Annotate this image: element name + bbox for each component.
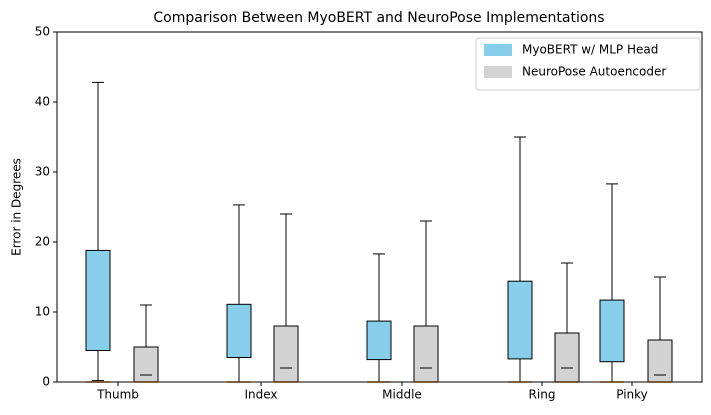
box [85, 249, 111, 351]
x-tick-label: Ring [529, 388, 556, 402]
legend-swatch [484, 44, 512, 56]
y-tick-label: 20 [35, 235, 50, 249]
legend-label: MyoBERT w/ MLP Head [522, 43, 658, 57]
legend-swatch [484, 66, 512, 78]
box [507, 280, 533, 360]
y-tick-label: 40 [35, 95, 50, 109]
x-tick-label: Index [244, 388, 277, 402]
box [647, 339, 673, 383]
y-tick-label: 10 [35, 305, 50, 319]
legend-label: NeuroPose Autoencoder [522, 65, 666, 79]
box [413, 325, 439, 383]
y-axis-label: Error in Degrees [10, 158, 24, 256]
x-tick-label: Middle [382, 388, 422, 402]
box [273, 325, 299, 383]
box [366, 320, 392, 361]
chart-title: Comparison Between MyoBERT and NeuroPose… [153, 10, 604, 26]
box [554, 332, 580, 383]
x-tick-label: Thumb [96, 388, 139, 402]
plot-frame [56, 31, 703, 383]
y-tick-label: 50 [35, 25, 50, 39]
x-tick-label: Pinky [616, 388, 648, 402]
box [133, 346, 159, 383]
box [599, 299, 625, 363]
box [226, 303, 252, 358]
y-tick-label: 0 [42, 375, 50, 389]
y-tick-label: 30 [35, 165, 50, 179]
legend [475, 37, 701, 91]
